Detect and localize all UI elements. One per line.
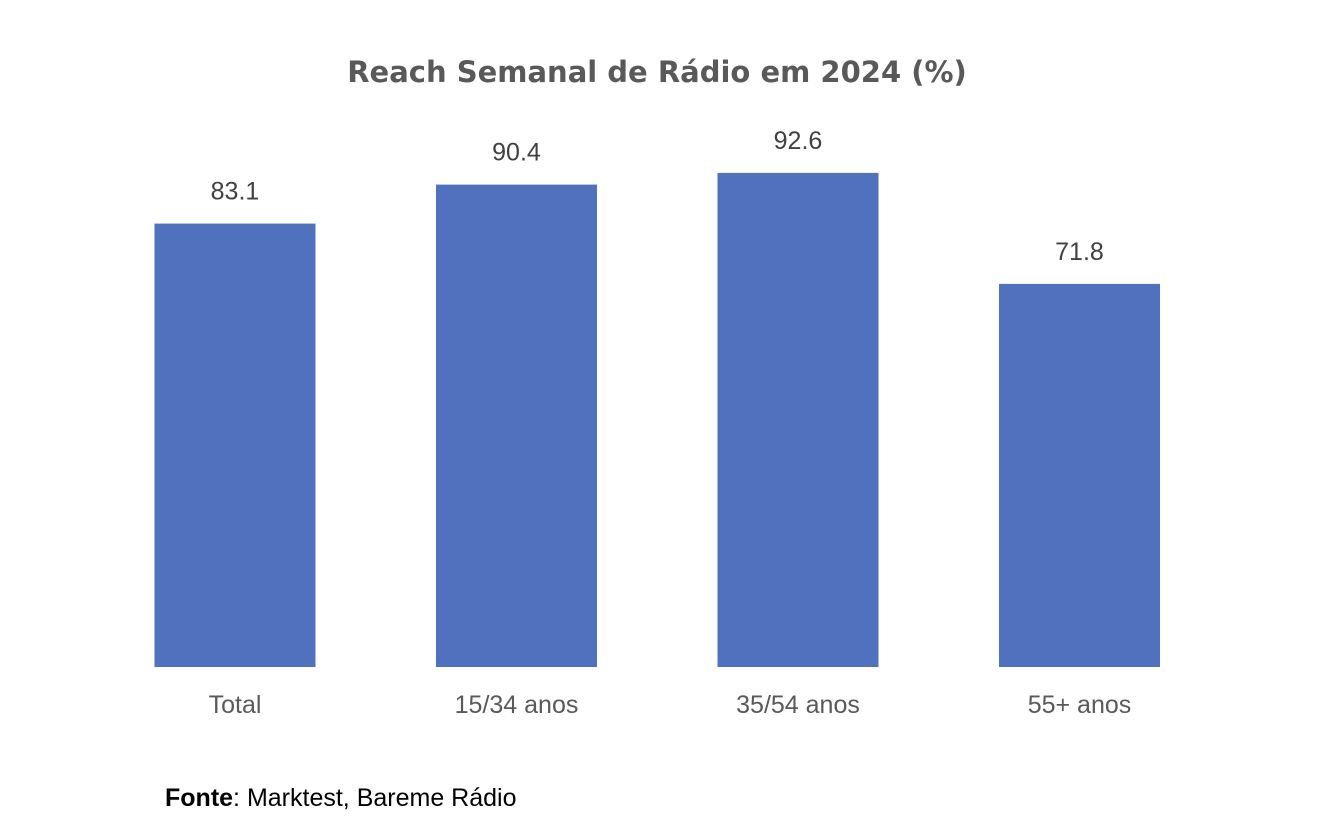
- category-labels-group: Total 15/34 anos 35/54 anos 55+ anos: [209, 691, 1132, 719]
- value-labels-group: 83.1 90.4 92.6 71.8: [211, 127, 1104, 266]
- source-text: Marktest, Bareme Rádio: [246, 784, 517, 812]
- bar-55-anos: [999, 283, 1160, 667]
- source-label: Fonte: [165, 784, 234, 812]
- category-label: 15/34 anos: [455, 691, 579, 719]
- data-label: 90.4: [492, 139, 541, 167]
- category-label: 55+ anos: [1028, 691, 1132, 719]
- source-note: Fonte: Marktest, Bareme Rádio: [165, 784, 517, 813]
- bars-group: [154, 172, 1160, 667]
- source-separator: :: [233, 784, 247, 812]
- bar-total: [154, 223, 316, 667]
- data-label: 83.1: [211, 178, 260, 206]
- data-label: 92.6: [774, 127, 823, 155]
- bar-15-34-anos: [436, 184, 597, 667]
- category-label: Total: [209, 691, 262, 719]
- category-label: 35/54 anos: [736, 691, 860, 719]
- chart-title: Reach Semanal de Rádio em 2024 (%): [347, 55, 967, 89]
- bar-35-54-anos: [717, 172, 879, 667]
- data-label: 71.8: [1055, 238, 1104, 266]
